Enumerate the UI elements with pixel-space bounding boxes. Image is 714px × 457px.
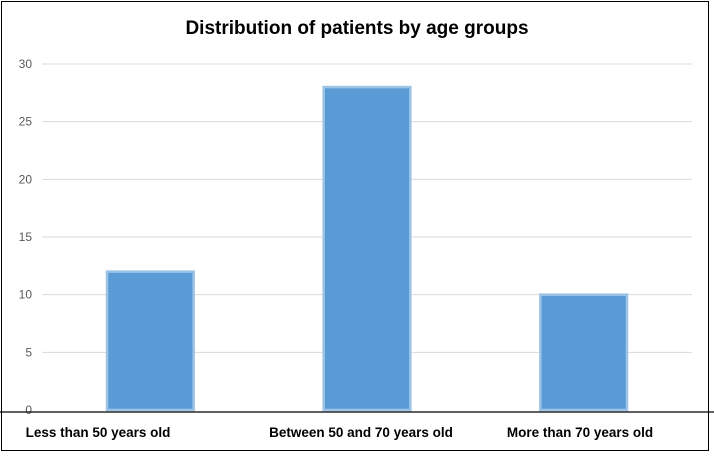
x-category-label: More than 70 years old (507, 425, 653, 440)
x-axis-labels: Less than 50 years old Between 50 and 70 … (26, 425, 654, 440)
y-axis-ticks: 0 5 10 15 20 25 30 (19, 57, 33, 417)
y-tick-label: 0 (25, 403, 32, 417)
bar (322, 85, 412, 412)
bars (105, 85, 629, 412)
bar (539, 293, 629, 412)
y-tick-label: 5 (25, 345, 32, 359)
y-tick-label: 15 (19, 230, 33, 244)
y-tick-label: 30 (19, 57, 33, 71)
bar (105, 270, 195, 412)
y-tick-label: 20 (19, 172, 33, 186)
chart-title: Distribution of patients by age groups (185, 18, 529, 39)
x-category-label: Between 50 and 70 years old (269, 425, 453, 440)
x-category-label: Less than 50 years old (26, 425, 171, 440)
y-tick-label: 10 (19, 288, 33, 302)
y-tick-label: 25 (19, 115, 33, 129)
